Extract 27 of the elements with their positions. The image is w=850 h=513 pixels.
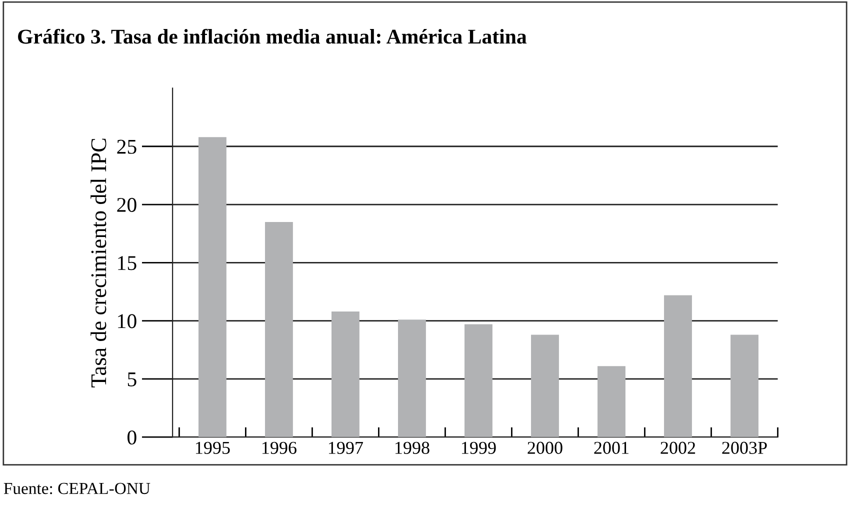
x-tick-label: 1995 [196, 442, 230, 454]
x-tick-label: 2000 [528, 442, 562, 454]
y-tick-label: 0 [128, 430, 136, 445]
bar [464, 324, 492, 438]
x-tick-label: 2002 [660, 442, 696, 454]
x-tick-label: 2003P [722, 442, 767, 454]
x-tick-label: 1997 [328, 442, 363, 454]
chart-title: Gráfico 3. Tasa de inflación media anual: América Latina [18, 28, 527, 44]
bar [264, 222, 293, 438]
bar [398, 320, 426, 438]
y-tick-label: 15 [118, 256, 136, 270]
bar [730, 334, 758, 438]
x-tick-label: 1996 [262, 442, 296, 454]
x-tick-label: 1999 [462, 442, 496, 454]
y-tick-label: 25 [117, 140, 136, 154]
x-tick-label: 2001 [594, 442, 628, 454]
y-tick-label: 10 [118, 314, 136, 328]
y-axis-title: Tasa de crecimiento del IPC [90, 138, 106, 388]
bar [332, 311, 360, 438]
bar [598, 366, 626, 438]
bar [198, 137, 226, 438]
x-tick-label: 1998 [396, 442, 430, 454]
y-tick-label: 20 [117, 198, 136, 212]
bar [531, 334, 559, 438]
source-note: Fuente: CEPAL-ONU [4, 482, 150, 494]
bar [664, 295, 692, 438]
y-tick-label: 5 [128, 372, 136, 386]
